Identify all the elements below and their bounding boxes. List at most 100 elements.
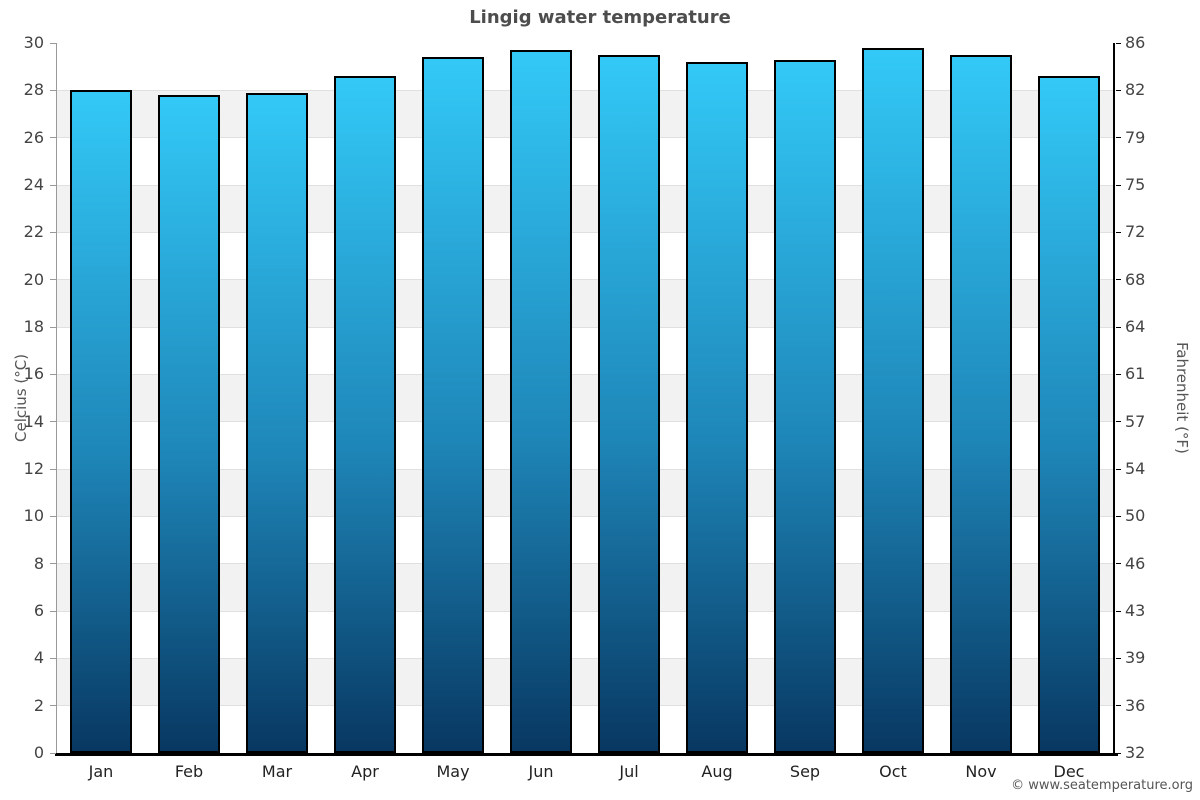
x-tick-label-oct: Oct: [879, 762, 907, 781]
x-tick-label-aug: Aug: [701, 762, 733, 781]
y-tick-label-celsius: 24: [23, 175, 44, 194]
y-tick-left: [50, 610, 56, 612]
y-tick-label-celsius: 14: [23, 411, 44, 431]
y-tick-right: [1116, 373, 1121, 375]
y-tick-label-fahrenheit: 79: [1125, 127, 1146, 147]
bar-mar: [246, 92, 308, 753]
y-tick-label-celsius: 22: [23, 222, 44, 242]
y-tick-right: [1116, 752, 1121, 754]
y-tick-label-celsius: 6: [33, 601, 44, 620]
chart-title: Lingig water temperature: [469, 7, 731, 28]
y-tick-label-fahrenheit: 57: [1125, 411, 1146, 431]
y-tick-left: [50, 326, 56, 328]
y-tick-label-fahrenheit: 54: [1125, 459, 1146, 478]
y-tick-left: [50, 705, 56, 707]
y-tick-label-celsius: 20: [23, 269, 44, 289]
y-tick-right: [1116, 515, 1121, 517]
grid-line: [57, 373, 1113, 375]
y-tick-right: [1116, 231, 1121, 233]
y-tick-label-fahrenheit: 75: [1125, 175, 1146, 194]
y-tick-right: [1116, 657, 1121, 659]
y-tick-left: [50, 421, 56, 423]
y-axis-title-fahrenheit: Fahrenheit (°F): [1173, 342, 1191, 454]
y-tick-left: [50, 231, 56, 233]
y-tick-right: [1116, 421, 1121, 423]
bar-jun: [510, 50, 572, 753]
grid-line: [57, 610, 1113, 612]
x-tick-label-jan: Jan: [88, 762, 114, 781]
y-tick-left: [50, 373, 56, 375]
plot-area: [57, 43, 1113, 753]
y-tick-left: [50, 184, 56, 186]
y-tick-label-celsius: 26: [23, 127, 44, 147]
y-tick-label-fahrenheit: 72: [1125, 222, 1146, 242]
x-tick-label-may: May: [436, 762, 470, 781]
y-tick-left: [50, 657, 56, 659]
y-tick-left: [50, 563, 56, 565]
bar-jul: [598, 54, 660, 753]
bar-nov: [950, 54, 1012, 753]
grid-line: [57, 231, 1113, 233]
y-tick-label-fahrenheit: 39: [1125, 648, 1146, 668]
grid-line: [57, 515, 1113, 517]
y-tick-right: [1116, 184, 1121, 186]
x-tick-label-feb: Feb: [174, 762, 204, 781]
grid-line: [57, 326, 1113, 328]
y-tick-label-fahrenheit: 86: [1125, 33, 1146, 52]
y-tick-label-celsius: 30: [23, 33, 44, 52]
y-tick-right: [1116, 468, 1121, 470]
y-tick-left: [50, 468, 56, 470]
y-tick-label-fahrenheit: 61: [1125, 364, 1146, 384]
y-tick-label-fahrenheit: 64: [1125, 317, 1146, 336]
y-axis-line-left: [56, 43, 57, 756]
y-tick-left: [50, 89, 56, 91]
y-tick-label-celsius: 16: [23, 364, 44, 384]
y-tick-label-celsius: 18: [23, 317, 44, 336]
grid-line: [57, 184, 1113, 186]
y-tick-left: [50, 137, 56, 139]
x-tick-label-jul: Jul: [619, 762, 639, 781]
x-axis-line: [55, 753, 1118, 756]
grid-line: [57, 89, 1113, 91]
y-tick-label-celsius: 4: [33, 648, 44, 668]
bar-sep: [774, 59, 836, 753]
y-tick-label-celsius: 8: [33, 553, 44, 573]
y-tick-label-fahrenheit: 82: [1125, 80, 1146, 100]
y-tick-label-celsius: 0: [33, 743, 44, 762]
y-tick-left: [50, 42, 56, 44]
y-tick-label-fahrenheit: 32: [1125, 743, 1146, 762]
y-tick-left: [50, 279, 56, 281]
y-tick-right: [1116, 89, 1121, 91]
grid-line: [57, 468, 1113, 470]
y-tick-right: [1116, 610, 1121, 612]
x-tick-label-jun: Jun: [528, 762, 554, 781]
y-tick-label-fahrenheit: 36: [1125, 695, 1146, 715]
y-tick-right: [1116, 42, 1121, 44]
y-tick-label-fahrenheit: 68: [1125, 269, 1146, 289]
y-axis-line-right: [1113, 43, 1115, 756]
grid-line: [57, 279, 1113, 281]
grid-line: [57, 421, 1113, 423]
y-tick-label-fahrenheit: 50: [1125, 506, 1146, 526]
y-tick-label-fahrenheit: 43: [1125, 601, 1146, 620]
y-tick-label-celsius: 2: [33, 695, 44, 715]
x-tick-label-mar: Mar: [261, 762, 293, 781]
y-axis-title-celsius: Celcius (°C): [12, 353, 30, 443]
bar-jan: [70, 90, 132, 753]
grid-line: [57, 657, 1113, 659]
bar-may: [422, 57, 484, 753]
y-tick-right: [1116, 563, 1121, 565]
grid-line: [57, 563, 1113, 565]
y-tick-label-fahrenheit: 46: [1125, 553, 1146, 573]
y-tick-label-celsius: 10: [23, 506, 44, 526]
bar-apr: [334, 76, 396, 753]
bar-dec: [1038, 76, 1100, 753]
y-tick-left: [50, 515, 56, 517]
copyright-credit: © www.seatemperature.org: [1011, 778, 1193, 793]
y-tick-right: [1116, 705, 1121, 707]
y-tick-label-celsius: 12: [23, 459, 44, 478]
y-tick-left: [50, 752, 56, 754]
x-tick-label-apr: Apr: [351, 762, 379, 781]
y-tick-label-celsius: 28: [23, 80, 44, 100]
